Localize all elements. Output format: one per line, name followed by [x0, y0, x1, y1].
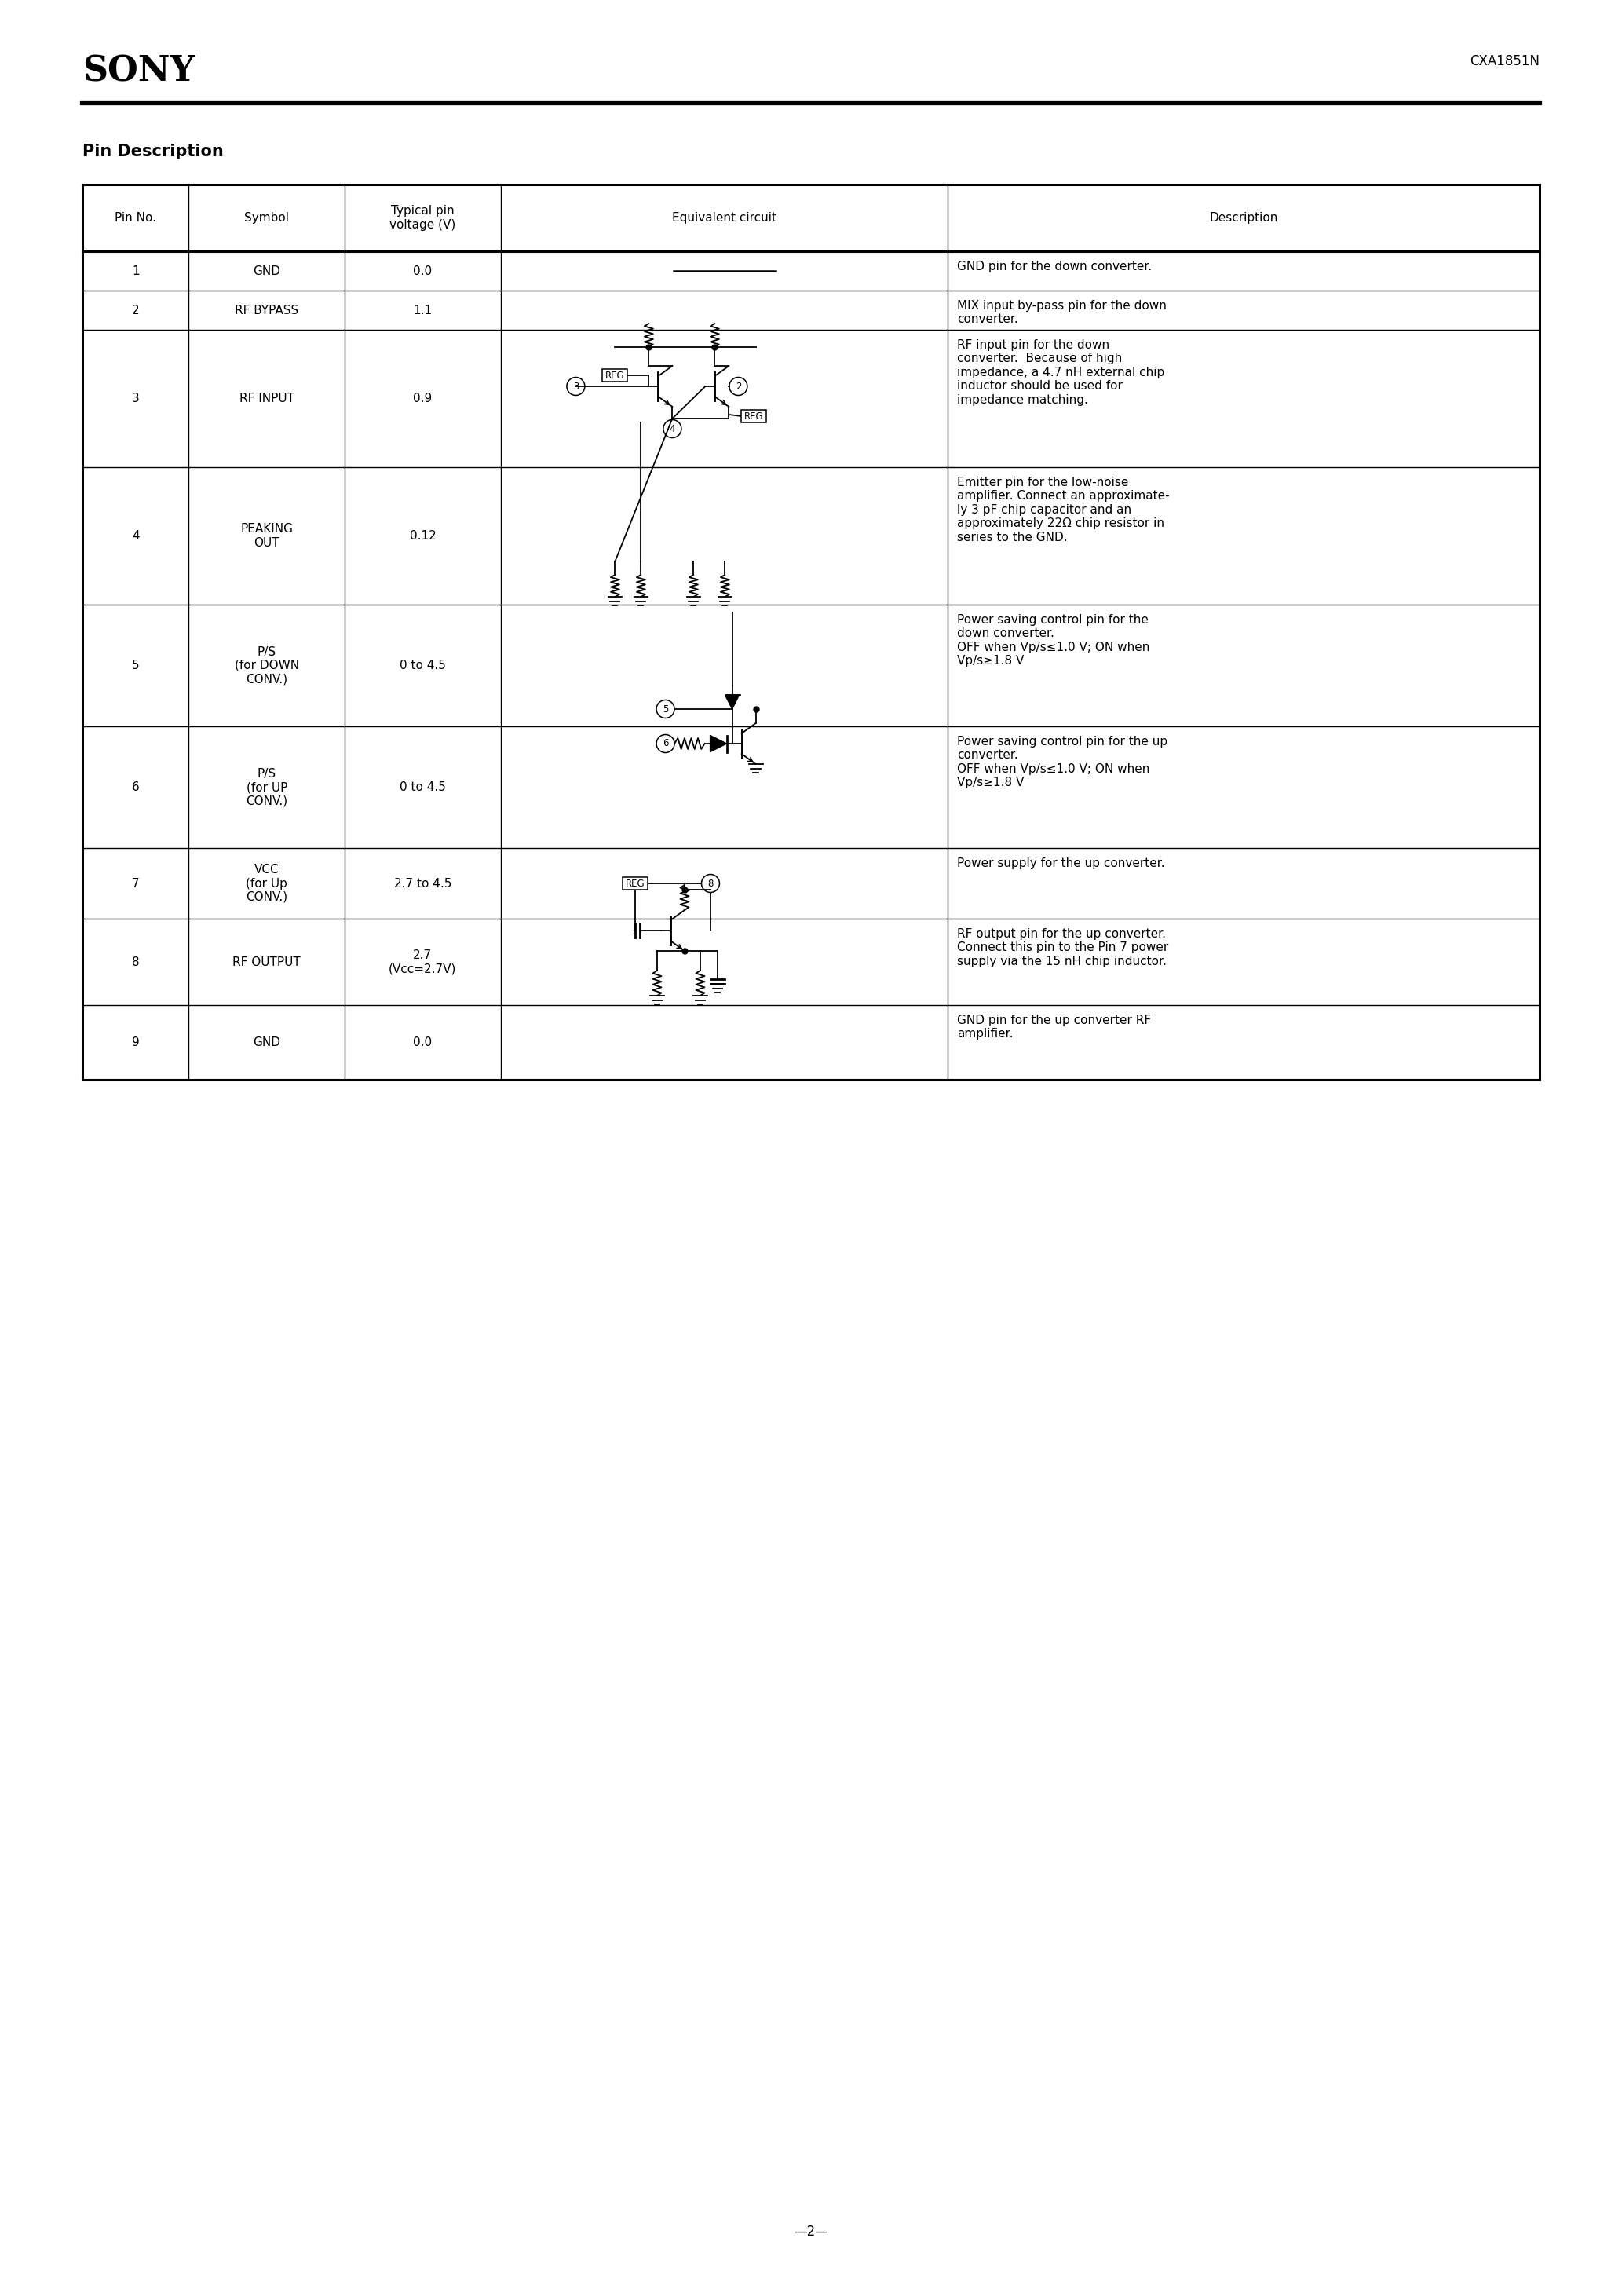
- Text: 8: 8: [707, 879, 714, 889]
- Text: CXA1851N: CXA1851N: [1470, 55, 1539, 69]
- Text: RF BYPASS: RF BYPASS: [235, 305, 298, 317]
- Text: 3: 3: [131, 393, 139, 404]
- Text: Power saving control pin for the up
converter.
OFF when Vp/s≤1.0 V; ON when
Vp/s: Power saving control pin for the up conv…: [957, 735, 1168, 788]
- Text: RF INPUT: RF INPUT: [240, 393, 294, 404]
- Text: REG: REG: [626, 879, 646, 889]
- Text: 2.7
(Vcc=2.7V): 2.7 (Vcc=2.7V): [389, 948, 456, 974]
- Text: Symbol: Symbol: [245, 211, 289, 223]
- Text: RF input pin for the down
converter.  Because of high
impedance, a 4.7 nH extern: RF input pin for the down converter. Bec…: [957, 340, 1165, 406]
- Text: PEAKING
OUT: PEAKING OUT: [240, 523, 294, 549]
- Text: RF OUTPUT: RF OUTPUT: [232, 955, 300, 969]
- Text: 3: 3: [573, 381, 579, 390]
- Text: 4: 4: [131, 530, 139, 542]
- Text: Power supply for the up converter.: Power supply for the up converter.: [957, 856, 1165, 870]
- Text: GND pin for the down converter.: GND pin for the down converter.: [957, 262, 1152, 273]
- Text: 2.7 to 4.5: 2.7 to 4.5: [394, 877, 451, 889]
- Text: 2: 2: [735, 381, 741, 390]
- Text: 6: 6: [662, 739, 668, 748]
- Text: 7: 7: [131, 877, 139, 889]
- Text: SONY: SONY: [83, 55, 195, 87]
- Text: 4: 4: [670, 425, 675, 434]
- Text: Emitter pin for the low-noise
amplifier. Connect an approximate-
ly 3 pF chip ca: Emitter pin for the low-noise amplifier.…: [957, 478, 1169, 544]
- Text: 9: 9: [131, 1035, 139, 1049]
- Text: P/S
(for DOWN
CONV.): P/S (for DOWN CONV.): [235, 645, 298, 684]
- Text: 0.9: 0.9: [414, 393, 431, 404]
- Text: 0.12: 0.12: [409, 530, 436, 542]
- Text: 0 to 4.5: 0 to 4.5: [399, 781, 446, 792]
- Bar: [741, 411, 767, 422]
- Text: Power saving control pin for the
down converter.
OFF when Vp/s≤1.0 V; ON when
Vp: Power saving control pin for the down co…: [957, 613, 1150, 666]
- Text: Description: Description: [1210, 211, 1278, 223]
- Text: GND: GND: [253, 1035, 281, 1049]
- Polygon shape: [725, 696, 740, 709]
- Text: GND: GND: [253, 264, 281, 278]
- Text: Pin Description: Pin Description: [83, 145, 224, 158]
- Text: —2—: —2—: [793, 2225, 829, 2239]
- Text: Pin No.: Pin No.: [115, 211, 156, 223]
- Text: Typical pin
voltage (V): Typical pin voltage (V): [389, 204, 456, 230]
- Text: MIX input by-pass pin for the down
converter.: MIX input by-pass pin for the down conve…: [957, 301, 1166, 326]
- Text: 0 to 4.5: 0 to 4.5: [399, 659, 446, 670]
- Text: 6: 6: [131, 781, 139, 792]
- Text: 1.1: 1.1: [414, 305, 431, 317]
- Text: 0.0: 0.0: [414, 1035, 431, 1049]
- Text: REG: REG: [744, 411, 764, 420]
- Text: REG: REG: [605, 370, 624, 381]
- Text: RF output pin for the up converter.
Connect this pin to the Pin 7 power
supply v: RF output pin for the up converter. Conn…: [957, 928, 1169, 967]
- Text: 8: 8: [131, 955, 139, 969]
- Text: 2: 2: [131, 305, 139, 317]
- Text: VCC
(for Up
CONV.): VCC (for Up CONV.): [247, 863, 287, 902]
- Text: 5: 5: [662, 705, 668, 714]
- Text: 5: 5: [131, 659, 139, 670]
- Text: GND pin for the up converter RF
amplifier.: GND pin for the up converter RF amplifie…: [957, 1015, 1152, 1040]
- Bar: [623, 877, 647, 889]
- Polygon shape: [710, 735, 727, 751]
- Text: 1: 1: [131, 264, 139, 278]
- Text: P/S
(for UP
CONV.): P/S (for UP CONV.): [247, 767, 287, 806]
- Text: Equivalent circuit: Equivalent circuit: [672, 211, 777, 223]
- Bar: [602, 370, 628, 381]
- Text: 0.0: 0.0: [414, 264, 431, 278]
